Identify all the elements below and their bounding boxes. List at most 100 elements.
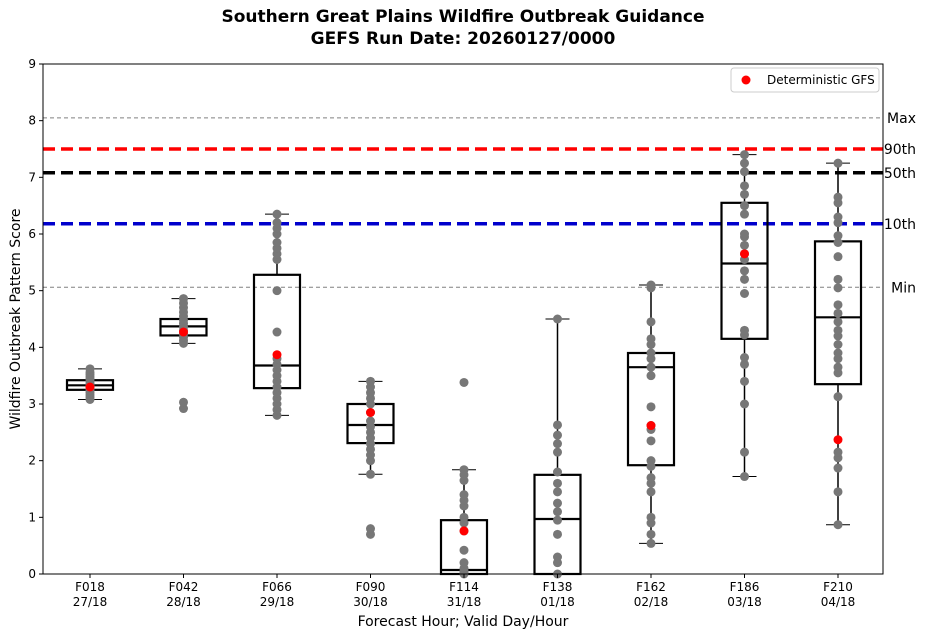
ensemble-member-point — [833, 283, 843, 293]
chart-title-line-1: Southern Great Plains Wildfire Outbreak … — [222, 7, 705, 27]
ensemble-member-point — [833, 212, 843, 222]
x-tick-label-valid: 03/18 — [727, 595, 762, 609]
box-group-f162 — [626, 280, 676, 548]
ensemble-member-point — [740, 274, 749, 284]
deterministic-gfs-point — [459, 526, 469, 536]
ensemble-member-point — [646, 473, 656, 483]
ensemble-member-point — [740, 150, 749, 160]
ensemble-member-point — [833, 447, 843, 457]
ensemble-member-point — [179, 404, 188, 414]
ensemble-member-point — [740, 158, 749, 168]
box-group-f114 — [439, 377, 489, 579]
ensemble-member-point — [740, 209, 749, 219]
ensemble-member-point — [646, 334, 656, 344]
ensemble-member-point — [833, 158, 843, 168]
ensemble-member-point — [459, 465, 469, 475]
reference-label-10th: 10th — [884, 217, 916, 233]
ensemble-member-point — [553, 515, 562, 525]
ensemble-member-point — [833, 520, 843, 530]
ensemble-member-point — [740, 289, 749, 298]
ensemble-member-point — [553, 467, 562, 477]
legend-label-gfs: Deterministic GFS — [767, 73, 875, 87]
legend-marker-gfs — [741, 75, 751, 85]
x-tick-label-hour: F138 — [543, 580, 573, 594]
y-tick-label: 0 — [28, 567, 36, 581]
ensemble-member-point — [646, 317, 656, 327]
ensemble-member-point — [459, 377, 469, 387]
ensemble-member-point — [833, 231, 843, 241]
y-tick-label: 7 — [28, 170, 36, 184]
ensemble-member-point — [646, 436, 656, 446]
ensemble-member-point — [833, 340, 843, 349]
ensemble-member-point — [366, 524, 375, 534]
ensemble-member-point — [366, 376, 375, 386]
ensemble-member-point — [740, 266, 749, 276]
ensemble-member-point — [646, 280, 656, 290]
reference-line-labels: Max 90th 50th 10th Min — [884, 111, 916, 296]
reference-label-90th: 90th — [884, 142, 916, 158]
y-tick-label: 3 — [28, 397, 36, 411]
ensemble-member-point — [459, 512, 469, 522]
y-tick-label: 8 — [28, 114, 36, 128]
ensemble-member-point — [459, 490, 469, 500]
reference-label-50th: 50th — [884, 166, 916, 182]
x-tick-label-hour: F162 — [636, 580, 666, 594]
ensemble-member-point — [833, 348, 843, 358]
ensemble-member-point — [366, 416, 375, 426]
ensemble-member-point — [833, 325, 843, 335]
ensemble-member-point — [646, 487, 656, 497]
ensemble-member-point — [459, 545, 469, 555]
ensemble-member-point — [272, 218, 282, 228]
ensemble-member-point — [179, 397, 188, 407]
x-tick-label-valid: 28/18 — [166, 595, 201, 609]
ensemble-member-point — [646, 538, 656, 548]
y-tick-label: 9 — [28, 57, 36, 71]
box-group-f090 — [346, 376, 395, 539]
deterministic-gfs-point — [366, 408, 375, 417]
ensemble-member-point — [272, 286, 282, 296]
ensemble-member-point — [740, 189, 749, 199]
ensemble-member-point — [553, 552, 562, 562]
ensemble-member-point — [833, 362, 843, 372]
ensemble-member-point — [553, 487, 562, 497]
y-tick-label: 1 — [28, 510, 36, 524]
ensemble-member-point — [366, 469, 375, 479]
ensemble-member-point — [553, 507, 562, 517]
y-axis-label: Wildfire Outbreak Pattern Score — [8, 208, 24, 429]
box-group-f186 — [720, 150, 769, 482]
ensemble-member-point — [833, 392, 843, 402]
ensemble-member-point — [740, 325, 749, 335]
ensemble-member-point — [833, 300, 843, 310]
ensemble-member-point — [740, 353, 749, 363]
ensemble-member-point — [740, 229, 749, 239]
ensemble-member-point — [833, 192, 843, 202]
y-axis-ticks: 0 1 2 3 4 5 6 7 8 9 — [28, 57, 43, 581]
ensemble-member-point — [646, 456, 656, 466]
ensemble-member-point — [740, 376, 749, 386]
chart-title-line-2: GEFS Run Date: 20260127/0000 — [311, 29, 616, 49]
ensemble-member-point — [553, 314, 562, 324]
y-tick-label: 6 — [28, 227, 36, 241]
box-group-f066 — [252, 209, 302, 420]
x-tick-label-valid: 02/18 — [634, 595, 669, 609]
ensemble-member-point — [646, 371, 656, 381]
ensemble-member-point — [646, 362, 656, 372]
ensemble-member-point — [833, 274, 843, 284]
ensemble-member-point — [646, 402, 656, 412]
ensemble-member-point — [833, 252, 843, 262]
y-tick-label: 4 — [28, 340, 36, 354]
ensemble-member-point — [833, 487, 843, 497]
ensemble-member-point — [646, 348, 656, 358]
box-group-f138 — [533, 314, 582, 579]
ensemble-member-point — [553, 498, 562, 508]
ensemble-member-point — [740, 240, 749, 250]
ensemble-member-point — [833, 308, 843, 318]
deterministic-gfs-point — [85, 382, 95, 392]
ensemble-member-point — [646, 512, 656, 522]
ensemble-member-point — [553, 478, 562, 488]
deterministic-gfs-point — [646, 421, 656, 431]
ensemble-member-point — [740, 472, 749, 482]
ensemble-member-point — [740, 399, 749, 409]
y-tick-label: 2 — [28, 454, 36, 468]
